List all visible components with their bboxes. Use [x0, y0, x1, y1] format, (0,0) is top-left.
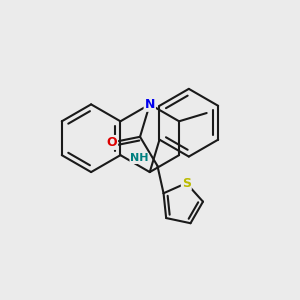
Text: S: S [182, 177, 191, 190]
Text: N: N [145, 98, 155, 111]
Text: NH: NH [130, 154, 148, 164]
Text: O: O [106, 136, 117, 149]
